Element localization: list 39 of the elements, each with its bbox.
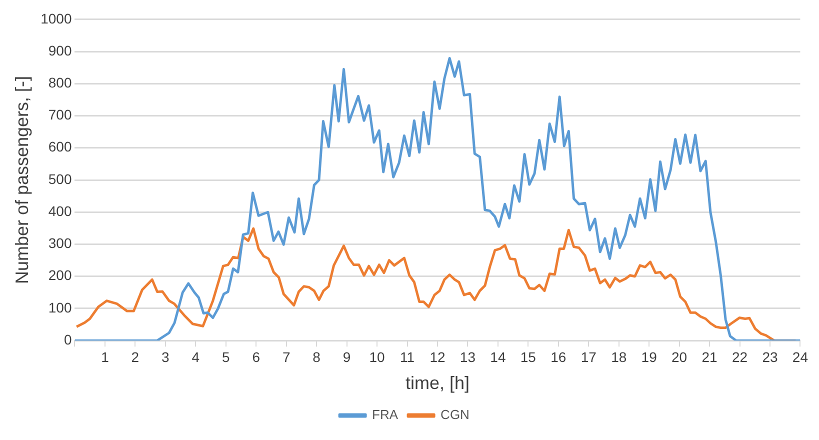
x-tick-label: 6 [252, 348, 260, 365]
x-tick-label: 20 [672, 348, 688, 365]
x-tick-label: 16 [550, 348, 566, 365]
x-tick-label: 24 [792, 348, 808, 365]
y-tick-label: 100 [48, 299, 72, 316]
x-tick-label: 5 [222, 348, 230, 365]
x-tick-label: 18 [611, 348, 627, 365]
y-tick-label: 800 [48, 74, 72, 90]
y-tick-label: 1000 [40, 10, 72, 26]
y-axis-title: Number of passengers, [-] [12, 76, 32, 284]
x-axis-title: time, [h] [405, 373, 470, 394]
y-tick-label: 400 [48, 202, 72, 219]
x-tick-label: 2 [131, 348, 140, 365]
x-tick-label: 22 [732, 348, 748, 365]
x-tick-label: 17 [580, 348, 597, 365]
x-tick-label: 14 [490, 348, 506, 365]
y-tick-label: 300 [48, 235, 72, 252]
x-tick-label: 10 [369, 348, 386, 365]
legend-label: FRA [372, 407, 398, 422]
x-tick-label: 9 [342, 348, 351, 365]
legend-label: CGN [440, 407, 470, 422]
x-tick-label: 8 [312, 348, 321, 365]
y-tick-label: 700 [48, 106, 72, 123]
x-tick-label: 7 [282, 348, 290, 365]
y-tick-label: 900 [48, 42, 72, 58]
x-tick-label: 1 [101, 348, 110, 365]
y-tick-label: 600 [48, 138, 72, 155]
x-tick-label: 13 [460, 348, 476, 365]
x-tick-label: 11 [400, 348, 415, 365]
x-tick-label: 23 [762, 348, 778, 365]
x-tick-label: 3 [162, 348, 170, 365]
y-tick-label: 200 [48, 267, 72, 284]
x-tick-label: 15 [520, 348, 536, 365]
y-tick-label: 0 [64, 331, 72, 348]
x-tick-label: 4 [192, 348, 200, 365]
x-tick-label: 21 [702, 348, 718, 365]
x-tick-label: 12 [430, 348, 446, 365]
x-tick-label: 19 [641, 348, 658, 365]
y-tick-label: 500 [48, 170, 72, 187]
